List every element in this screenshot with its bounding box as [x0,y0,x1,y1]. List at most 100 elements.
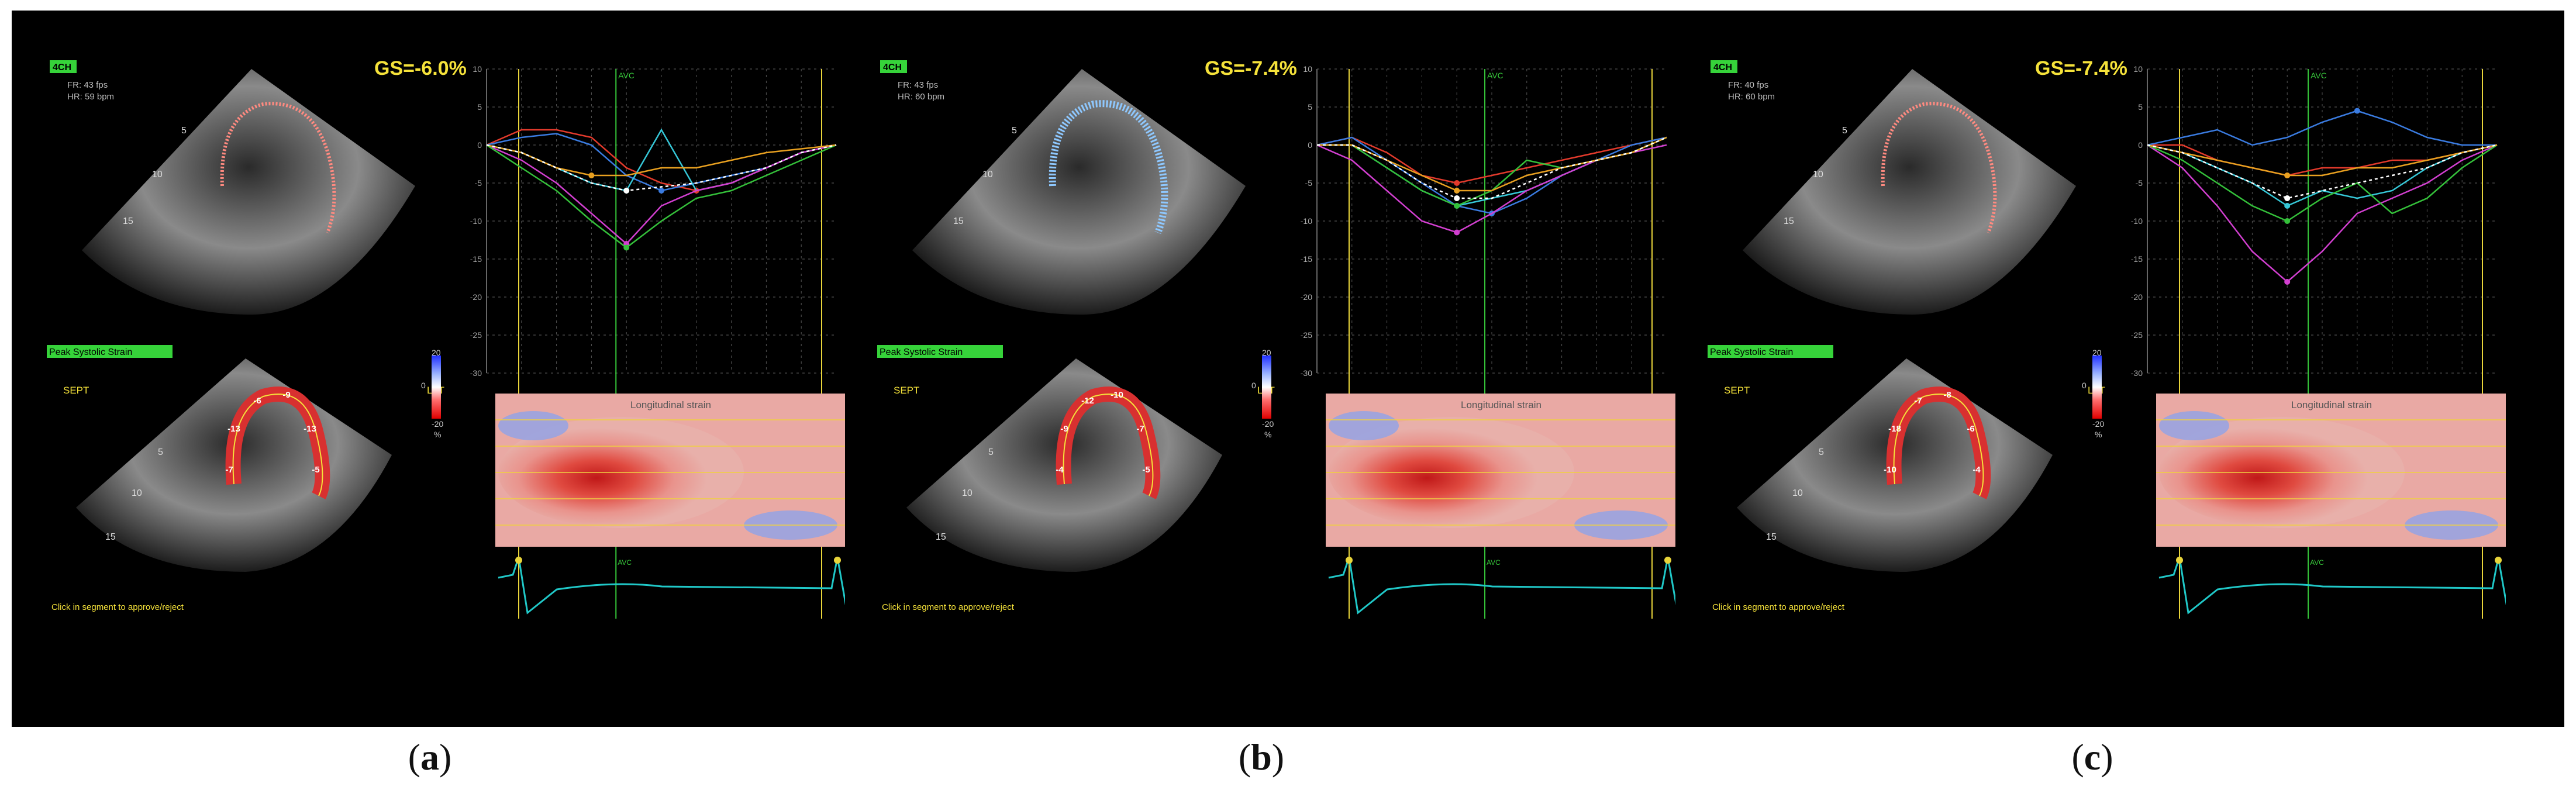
segment-value: -5 [1142,465,1150,475]
depth-mark: 10 [152,170,163,180]
echo-sector-top [912,69,1246,315]
strain-curve-1 [2147,110,2497,146]
strain-curve-3 [486,144,837,245]
view-badge [880,60,907,73]
segment-value: -9 [282,390,290,400]
y-tick-label: -25 [2131,330,2143,340]
y-tick-label: -20 [1301,292,1312,302]
panel-c: 4CH FR: 40 fps HR: 60 bpm GS=-7.4% 5 10 15 Peak… [1672,11,2506,727]
strain-curve-6 [1317,136,1667,199]
depth-mark: 5 [181,126,187,136]
ecg-marker [1346,557,1353,564]
peak-point [2284,218,2291,224]
view-label: 4CH [883,63,902,73]
panel-svg: 4CH FR: 40 fps HR: 60 bpm GS=-7.4% 5 10 15 Peak… [1708,57,2506,619]
depth-mark: 5 [1842,126,1847,136]
view-label: 4CH [1713,63,1732,73]
heatmap-blue-patch [1329,411,1399,440]
y-tick-label: -15 [1301,254,1312,264]
y-tick-label: -30 [2131,368,2143,378]
avc-label: AVC [2311,71,2327,80]
heart-rate: HR: 60 bpm [1728,92,1775,102]
frame-rate: FR: 43 fps [898,80,938,90]
depth-mark: 5 [1819,447,1824,457]
y-tick-label: -15 [2131,254,2143,264]
global-strain-value: GS=-7.4% [2035,57,2127,80]
y-tick-label: 5 [1308,102,1312,112]
segment-value: -9 [1060,424,1068,434]
colorbar-min: -20 [432,419,443,429]
segment-value: -6 [1967,424,1974,434]
sept-label: SEPT [1724,385,1750,396]
peak-strain-badge [47,345,173,358]
segment-value: -4 [1972,465,1981,475]
colorbar-unit: % [434,430,441,439]
segment-value: -4 [1056,465,1064,475]
ecg-trace [1328,557,1675,615]
y-tick-label: -30 [470,368,482,378]
global-strain-value: GS=-6.0% [374,57,467,80]
peak-point [2354,108,2360,114]
y-tick-label: -25 [470,330,482,340]
peak-point [2284,279,2291,285]
y-tick-label: 10 [473,64,482,74]
colorbar-max: 20 [1262,348,1271,357]
peak-point [2284,195,2291,201]
panel-svg: 4CH FR: 43 fps HR: 59 bpm GS=-6.0% 5 10 15 Peak… [47,57,845,619]
depth-mark: 15 [953,216,964,226]
frame-rate: FR: 43 fps [67,80,108,90]
frame-rate: FR: 40 fps [1728,80,1768,90]
peak-point [2284,172,2291,178]
sept-label: SEPT [63,385,89,396]
depth-mark: 15 [105,532,116,542]
caption-b: (b) [1238,736,1285,778]
caption-c: (c) [2071,736,2113,778]
ecg-trace [498,557,845,615]
colorbar-unit: % [2095,430,2102,439]
heatmap-title: Longitudinal strain [1461,399,1542,410]
segment-border [1063,394,1154,496]
colorbar-mid: 0 [421,381,426,390]
strain-curve-2 [1317,136,1667,207]
depth-mark: 15 [1766,532,1777,542]
segment-value: -7 [225,465,233,475]
y-tick-label: -30 [1301,368,1312,378]
heatmap-blue-patch [2159,411,2229,440]
colorbar-max: 20 [432,348,441,357]
strain-colorbar [432,356,441,419]
strain-curve-4 [2147,144,2498,222]
caption-a: (a) [408,736,452,778]
approve-instruction: Click in segment to approve/reject [882,602,1015,612]
y-tick-label: -20 [2131,292,2143,302]
depth-mark: 15 [936,532,946,542]
colorbar-mid: 0 [2082,381,2087,390]
colorbar-mid: 0 [1251,381,1256,390]
y-tick-label: -10 [1301,216,1312,226]
y-tick-label: -10 [470,216,482,226]
y-tick-label: -5 [2136,178,2143,188]
strain-curve-6 [2147,144,2498,199]
strain-curve-0 [1316,136,1667,184]
peak-strain-label: Peak Systolic Strain [49,347,132,357]
ecg-trace [2158,557,2506,615]
depth-mark: 10 [1813,170,1823,180]
global-strain-value: GS=-7.4% [1205,57,1297,80]
segment-border [1893,394,1984,496]
y-tick-label: -20 [470,292,482,302]
y-tick-label: 0 [477,140,482,150]
depth-mark: 5 [1012,126,1017,136]
segment-value: -12 [1081,396,1094,406]
peak-point [1454,203,1460,209]
strain-curve-3 [2147,144,2498,283]
peak-point [623,244,630,251]
heart-rate: HR: 60 bpm [898,92,944,102]
y-tick-label: 0 [1308,140,1312,150]
peak-point [623,188,630,194]
strain-colorbar [2092,356,2102,419]
heatmap-blue-patch [498,411,568,440]
peak-point [658,188,664,194]
sept-label: SEPT [894,385,919,396]
echo-sector-top [82,69,415,315]
strain-curve-4 [1317,136,1667,207]
peak-point [1454,180,1460,186]
